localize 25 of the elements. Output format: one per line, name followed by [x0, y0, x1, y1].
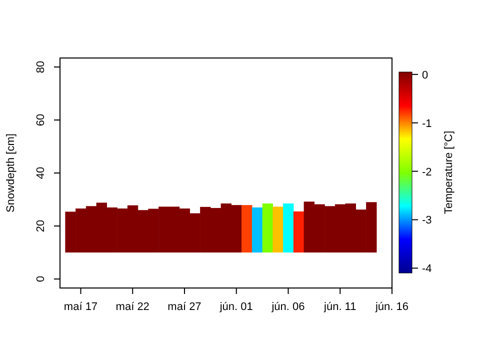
color-bar-label: -1: [422, 118, 432, 130]
color-bar-label: -4: [422, 263, 432, 276]
y-tick-label: 40: [35, 166, 47, 180]
x-tick-label: maí 22: [116, 301, 150, 313]
x-tick-label: maí 27: [168, 301, 202, 313]
y-tick-label: 20: [35, 220, 47, 232]
x-tick-label: jún. 06: [270, 301, 305, 313]
y-tick-label: 60: [35, 114, 47, 126]
color-bar-label: -2: [422, 166, 432, 178]
y-tick-label: 80: [35, 60, 47, 74]
bar: [242, 205, 252, 252]
bar: [293, 211, 304, 252]
x-tick-label: jún. 01: [218, 301, 253, 313]
color-bar-label: 0: [422, 69, 428, 82]
color-bar-label: -3: [422, 214, 432, 227]
bar: [252, 207, 263, 252]
x-tick-label: maí 17: [64, 301, 98, 313]
bar: [283, 203, 294, 252]
color-bar-title: Temperature [°C]: [443, 130, 455, 214]
y-axis-title: Snowdepth [cm]: [5, 134, 17, 212]
y-tick-label: 0: [35, 276, 47, 282]
bar: [262, 203, 273, 252]
x-tick-label: jún. 16: [374, 301, 409, 313]
x-tick-label: jún. 11: [323, 301, 356, 313]
bar: [272, 206, 284, 252]
